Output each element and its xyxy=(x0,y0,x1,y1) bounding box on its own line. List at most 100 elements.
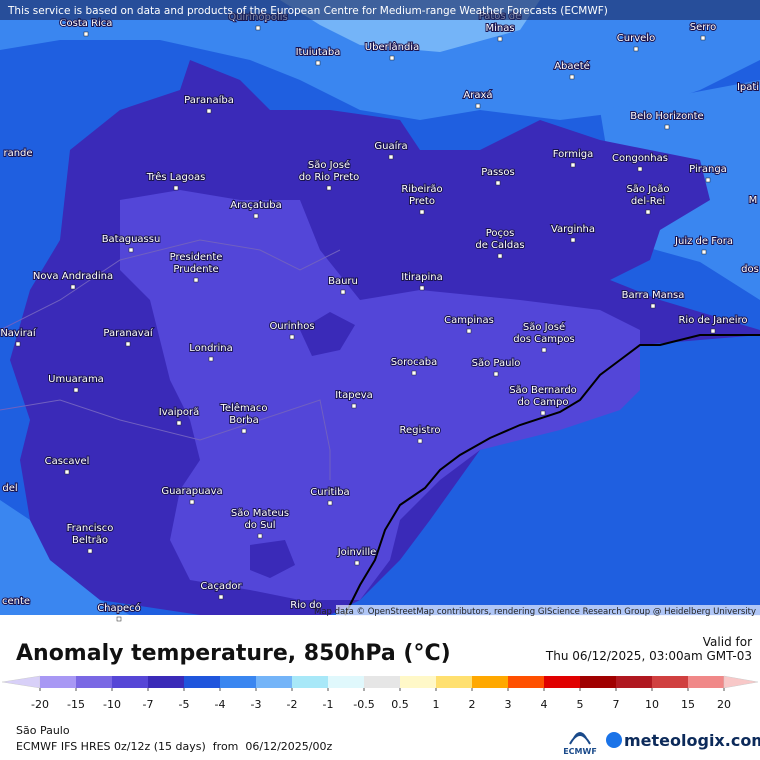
city-dot xyxy=(541,347,547,353)
city-dot xyxy=(411,370,417,376)
colorbar-tick-label: 2 xyxy=(469,698,476,711)
city-dot xyxy=(128,247,134,253)
city-label: dos xyxy=(741,264,759,275)
city-dot xyxy=(173,185,179,191)
colorbar-segment xyxy=(292,676,328,688)
ecmwf-label: ECMWF xyxy=(563,747,597,756)
colorbar-segment xyxy=(616,676,652,688)
city-label: Ipati xyxy=(737,82,759,93)
city-dot xyxy=(354,560,360,566)
colorbar-segment xyxy=(652,676,688,688)
city-label: Presidente xyxy=(170,252,223,263)
city-dot xyxy=(419,285,425,291)
valid-label: Valid for xyxy=(703,635,752,649)
city-dot xyxy=(125,341,131,347)
city-dot xyxy=(650,303,656,309)
city-label: São Bernardo xyxy=(509,385,577,396)
legend-title: Anomaly temperature, 850hPa (°C) xyxy=(16,641,451,666)
brand: meteologix.com xyxy=(624,731,760,750)
colorbar-tick-label: 4 xyxy=(541,698,548,711)
city-label: Piranga xyxy=(689,164,727,175)
map xyxy=(0,0,760,616)
city-dot xyxy=(540,410,546,416)
city-label: Guarapuava xyxy=(161,486,222,497)
city-label: Barra Mansa xyxy=(622,290,685,301)
colorbar-arrow-low xyxy=(1,675,41,689)
city-dot xyxy=(208,356,214,362)
colorbar-tick-label: 15 xyxy=(681,698,695,711)
city-label: Londrina xyxy=(189,343,233,354)
colorbar-segment xyxy=(76,676,112,688)
banner-bg xyxy=(0,0,760,20)
colorbar-segment xyxy=(328,676,364,688)
city-dot xyxy=(569,74,575,80)
city-label: Joinville xyxy=(337,547,377,558)
city-label: Borba xyxy=(229,415,259,426)
city-label: Formiga xyxy=(553,149,593,160)
city-label: rande xyxy=(3,148,32,159)
attribution-bg xyxy=(336,605,760,616)
city-label: Rio de Janeiro xyxy=(678,315,747,326)
colorbar-segment xyxy=(508,676,544,688)
city-label: Paranaíba xyxy=(184,94,234,106)
ecmwf-logo xyxy=(569,732,591,745)
city-dot xyxy=(73,387,79,393)
colorbar-tick-label: -15 xyxy=(67,698,85,711)
city-label: Caçador xyxy=(200,581,242,592)
city-label: Abaeté xyxy=(554,60,590,72)
city-label: Araxá xyxy=(463,89,492,101)
city-label: do Sul xyxy=(244,520,275,531)
city-label: Juiz de Fora xyxy=(674,236,733,247)
city-dot xyxy=(241,428,247,434)
colorbar-tick-label: -5 xyxy=(179,698,190,711)
city-dot xyxy=(326,185,332,191)
city-label: Serro xyxy=(690,22,716,33)
colorbar-tick-label: -3 xyxy=(251,698,262,711)
city-label: Congonhas xyxy=(612,153,668,164)
colorbar-segment xyxy=(436,676,472,688)
city-label: Rio do xyxy=(290,600,322,611)
colorbar-segment xyxy=(688,676,724,688)
city-label: Bauru xyxy=(328,276,358,287)
city-label: Três Lagoas xyxy=(146,171,206,183)
city-dot xyxy=(497,36,503,42)
city-dot xyxy=(351,403,357,409)
colorbar-tick-label: -1 xyxy=(323,698,334,711)
city-dot xyxy=(289,334,295,340)
colorbar-segment xyxy=(184,676,220,688)
colorbar-tick-label: -2 xyxy=(287,698,298,711)
city-dot xyxy=(570,162,576,168)
city-dot xyxy=(389,55,395,61)
city-label: Costa Rica xyxy=(60,18,113,29)
colorbar-segment xyxy=(112,676,148,688)
city-dot xyxy=(637,166,643,172)
colorbar: -20 -15 -10 -7 -5 -4 -3 -2 -1 -0.5 0.5 1 2 3 4 5 7 10 15 20 xyxy=(1,675,759,711)
colorbar-segment xyxy=(364,676,400,688)
colorbar-tick-label: -4 xyxy=(215,698,226,711)
colorbar-tick-label: 20 xyxy=(717,698,731,711)
city-dot xyxy=(417,438,423,444)
city-dot xyxy=(340,289,346,295)
city-label: Chapecó xyxy=(97,602,141,614)
city-dot xyxy=(497,253,503,259)
city-label: Nova Andradina xyxy=(33,271,113,282)
colorbar-segment xyxy=(256,676,292,688)
city-label: Preto xyxy=(409,196,435,207)
city-label: Minas xyxy=(485,23,514,34)
colorbar-tick-label: -10 xyxy=(103,698,121,711)
city-label: Registro xyxy=(400,425,441,436)
city-label: Araçatuba xyxy=(230,200,281,211)
city-label: Francisco xyxy=(67,523,114,534)
city-dot xyxy=(475,103,481,109)
location: São Paulo xyxy=(16,724,70,737)
city-dot xyxy=(255,25,261,31)
city-label: São Paulo xyxy=(472,358,521,369)
city-label: Ourinhos xyxy=(269,321,314,332)
city-dot xyxy=(701,249,707,255)
city-dot xyxy=(710,328,716,334)
city-dot xyxy=(64,469,70,475)
banner: This service is based on data and produc… xyxy=(7,5,608,17)
model-run: ECMWF IFS HRES 0z/12z (15 days) from 06/… xyxy=(16,740,332,753)
